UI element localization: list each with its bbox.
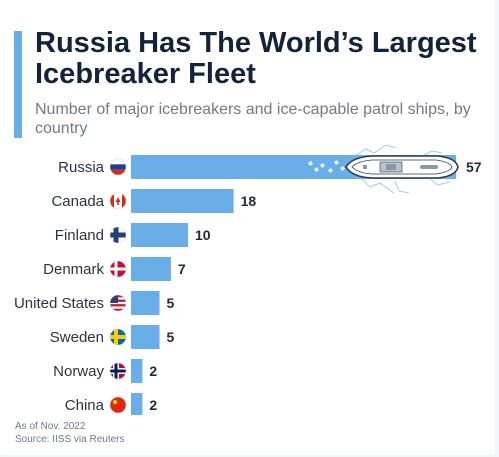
category-label: Norway — [53, 363, 104, 380]
bar-row: Canada 18 — [51, 189, 256, 213]
bar-row: United States 5 — [14, 291, 175, 315]
bar-row: Norway 2 — [53, 359, 157, 383]
value-label: 2 — [149, 363, 157, 379]
category-label: Canada — [51, 193, 104, 210]
category-label: China — [65, 397, 105, 414]
footer-source: Source: IISS via Reuters — [15, 434, 125, 445]
icebreaker-ship-icon — [308, 145, 459, 194]
denmark-flag-icon — [110, 261, 126, 277]
value-label: 7 — [178, 261, 186, 277]
bar — [131, 325, 160, 349]
bar-row: Finland 10 — [55, 223, 211, 247]
chart-footer: As of Nov. 2022 Source: IISS via Reuters — [15, 420, 125, 446]
bar-row: Denmark 7 — [43, 257, 186, 281]
finland-flag-icon — [110, 227, 126, 243]
bar — [131, 257, 171, 281]
value-label: 57 — [466, 159, 482, 175]
bar-row: Sweden 5 — [50, 325, 175, 349]
china-flag-icon — [110, 397, 126, 413]
value-label: 18 — [241, 193, 257, 209]
united-states-flag-icon — [110, 295, 126, 311]
value-label: 10 — [195, 227, 211, 243]
footer-note: As of Nov. 2022 — [15, 421, 86, 432]
category-label: Finland — [55, 227, 104, 244]
sweden-flag-icon — [110, 329, 126, 345]
bar — [131, 393, 143, 415]
chart-title: Russia Has The World’s Largest Icebreake… — [35, 27, 477, 90]
norway-flag-icon — [110, 363, 126, 379]
value-label: 2 — [149, 397, 157, 413]
bar — [131, 223, 189, 247]
bar-row: China 2 — [65, 393, 157, 415]
bar — [131, 189, 234, 213]
canada-flag-icon — [110, 193, 126, 209]
category-label: United States — [14, 295, 104, 312]
bar — [131, 291, 160, 315]
category-label: Russia — [58, 159, 105, 176]
value-label: 5 — [167, 295, 175, 311]
russia-flag-icon — [110, 159, 126, 175]
value-label: 5 — [167, 329, 175, 345]
chart-subtitle: Number of major icebreakers and ice-capa… — [35, 101, 471, 137]
category-label: Denmark — [43, 261, 104, 278]
bar — [131, 359, 143, 383]
category-label: Sweden — [50, 329, 104, 346]
title-accent-bar — [14, 31, 22, 138]
